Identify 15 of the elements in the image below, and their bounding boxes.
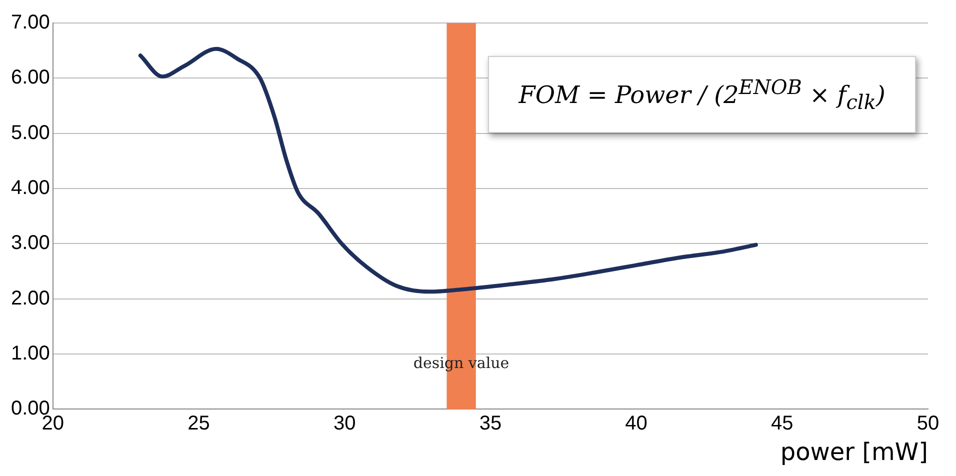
x-tick-label: 35 bbox=[479, 412, 502, 435]
x-tick-label: 25 bbox=[188, 412, 210, 435]
y-tick-label: 6.00 bbox=[10, 66, 50, 89]
y-tick-label: 4.00 bbox=[10, 177, 50, 200]
y-tick-label: 3.00 bbox=[10, 232, 50, 254]
y-tick-label: 7.00 bbox=[10, 12, 50, 34]
x-tick-label: 50 bbox=[916, 412, 940, 435]
x-tick-label: 40 bbox=[625, 412, 648, 435]
x-tick-label: 30 bbox=[333, 412, 356, 435]
x-tick-label: 45 bbox=[771, 412, 794, 435]
y-tick-label: 2.00 bbox=[10, 287, 50, 310]
annotation: FOM = Power / (2$^{ENOB}$ × f$_{clk}$) bbox=[488, 56, 916, 133]
x-axis-title: power [mW] bbox=[780, 438, 928, 466]
y-tick-label: 1.00 bbox=[10, 342, 50, 365]
y-tick-label: 5.00 bbox=[10, 122, 50, 144]
